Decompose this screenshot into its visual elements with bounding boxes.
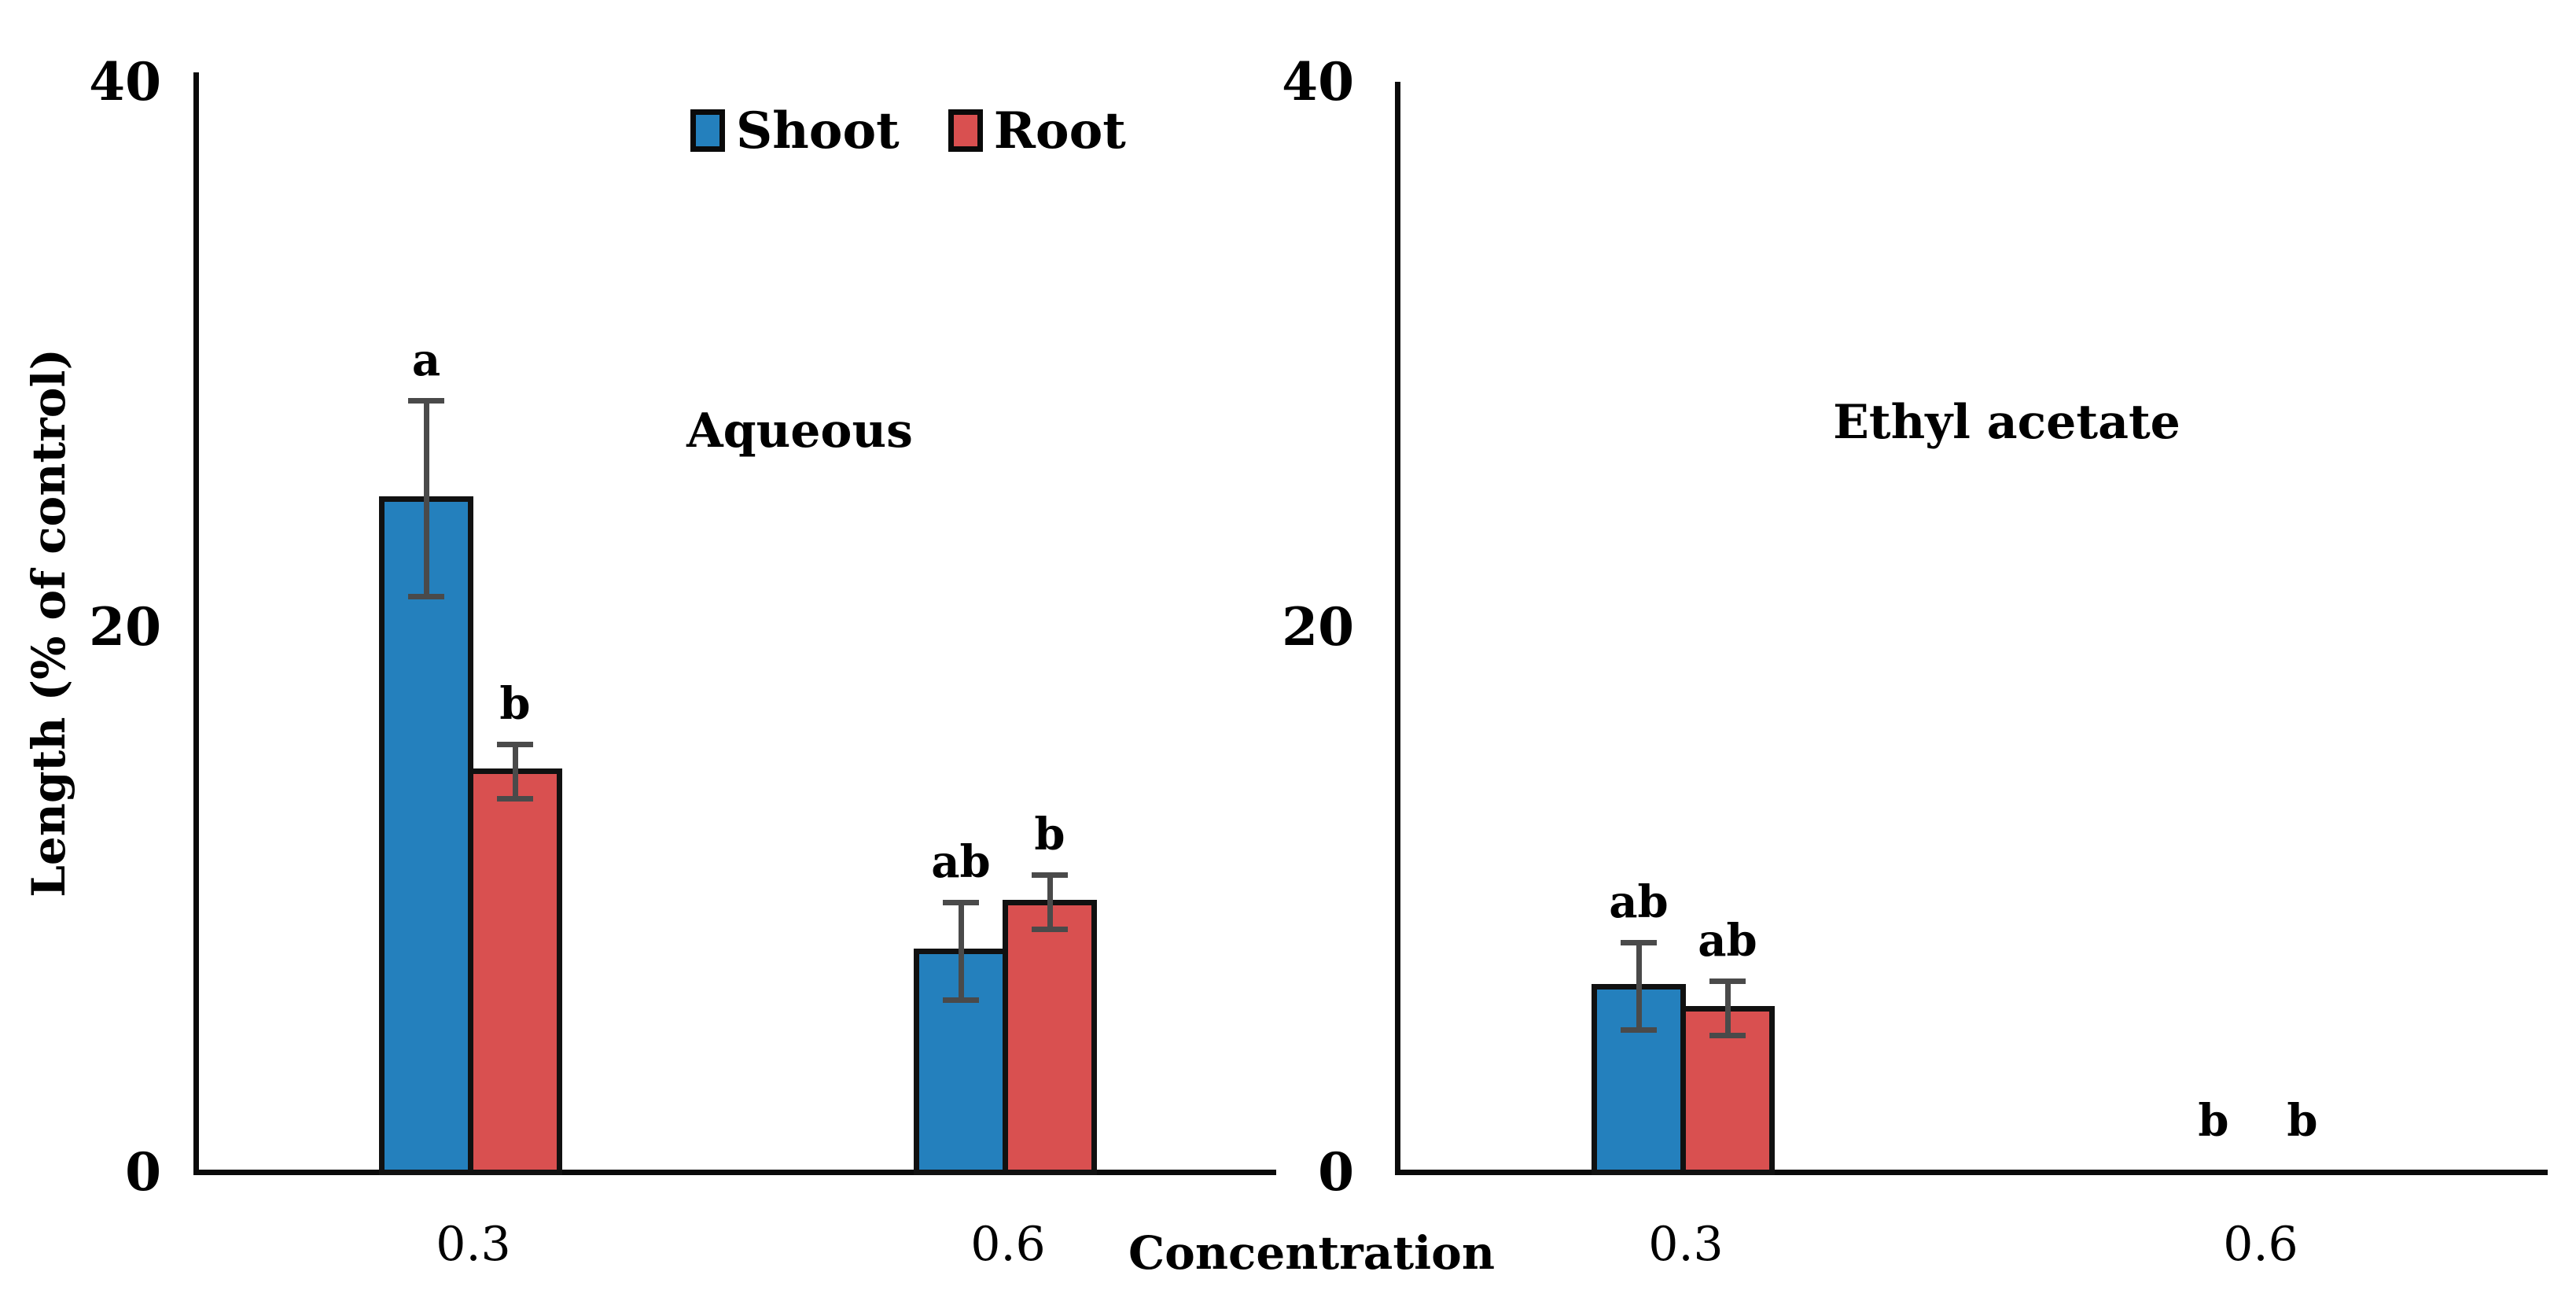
sig-letter: b [1034, 808, 1065, 861]
sig-letter: ab [1698, 914, 1757, 967]
panel-title-ethyl-acetate: Ethyl acetate [1833, 395, 2180, 450]
x-axis-line [1395, 1170, 2548, 1175]
x-tick-label: 0.6 [970, 1217, 1046, 1272]
error-bar-cap-bottom [1709, 1033, 1746, 1039]
y-tick-label: 20 [89, 596, 161, 658]
y-tick-label: 0 [1318, 1141, 1354, 1203]
x-tick-label: 0.6 [2223, 1217, 2298, 1272]
sig-letter: b [499, 677, 531, 730]
y-axis-title: Length (% of control) [22, 348, 75, 897]
error-bar-line [958, 899, 964, 1004]
y-tick-label: 20 [1282, 596, 1354, 658]
error-bar-line [1047, 872, 1053, 933]
bar-root-0.3 [468, 768, 562, 1175]
error-bar-cap-bottom [497, 795, 533, 802]
error-bar-cap-bottom [1621, 1027, 1657, 1034]
sig-letter: ab [931, 835, 991, 888]
error-bar-line [1636, 940, 1642, 1034]
error-bar-cap-top [943, 899, 979, 905]
y-axis-line [1395, 82, 1400, 1175]
sig-letter: b [2287, 1095, 2318, 1147]
error-bar-cap-top [497, 741, 533, 747]
x-axis-line [193, 1170, 1276, 1175]
y-axis-line [193, 72, 199, 1175]
error-bar-cap-top [1709, 978, 1746, 984]
error-bar-line [1724, 978, 1731, 1039]
x-tick-label: 0.3 [1648, 1217, 1724, 1272]
error-bar-cap-top [1621, 940, 1657, 946]
bar-root-0.6 [1003, 899, 1097, 1175]
sig-letter: ab [1609, 876, 1669, 929]
legend: Shoot Root [690, 99, 1126, 162]
sig-letter: a [411, 334, 441, 386]
y-tick-label: 0 [125, 1141, 161, 1203]
error-bar-line [512, 741, 518, 802]
error-bar-line [423, 397, 429, 600]
error-bar-cap-bottom [943, 997, 979, 1004]
legend-item-shoot: Shoot [690, 101, 900, 160]
x-axis-title: Concentration [1128, 1226, 1496, 1280]
legend-item-root: Root [948, 101, 1126, 160]
legend-swatch-shoot [690, 109, 725, 152]
legend-swatch-root [948, 109, 983, 152]
error-bar-cap-top [408, 397, 444, 404]
error-bar-cap-bottom [408, 594, 444, 600]
error-bar-cap-bottom [1032, 927, 1068, 933]
y-tick-label: 40 [1282, 51, 1354, 112]
x-tick-label: 0.3 [436, 1217, 511, 1272]
panel-title-aqueous: Aqueous [686, 404, 913, 459]
legend-label-shoot: Shoot [736, 101, 900, 160]
bar-shoot-0.3 [379, 496, 473, 1175]
error-bar-cap-top [1032, 872, 1068, 878]
sig-letter: b [2198, 1095, 2229, 1147]
y-tick-label: 40 [89, 51, 161, 112]
legend-label-root: Root [993, 101, 1126, 160]
